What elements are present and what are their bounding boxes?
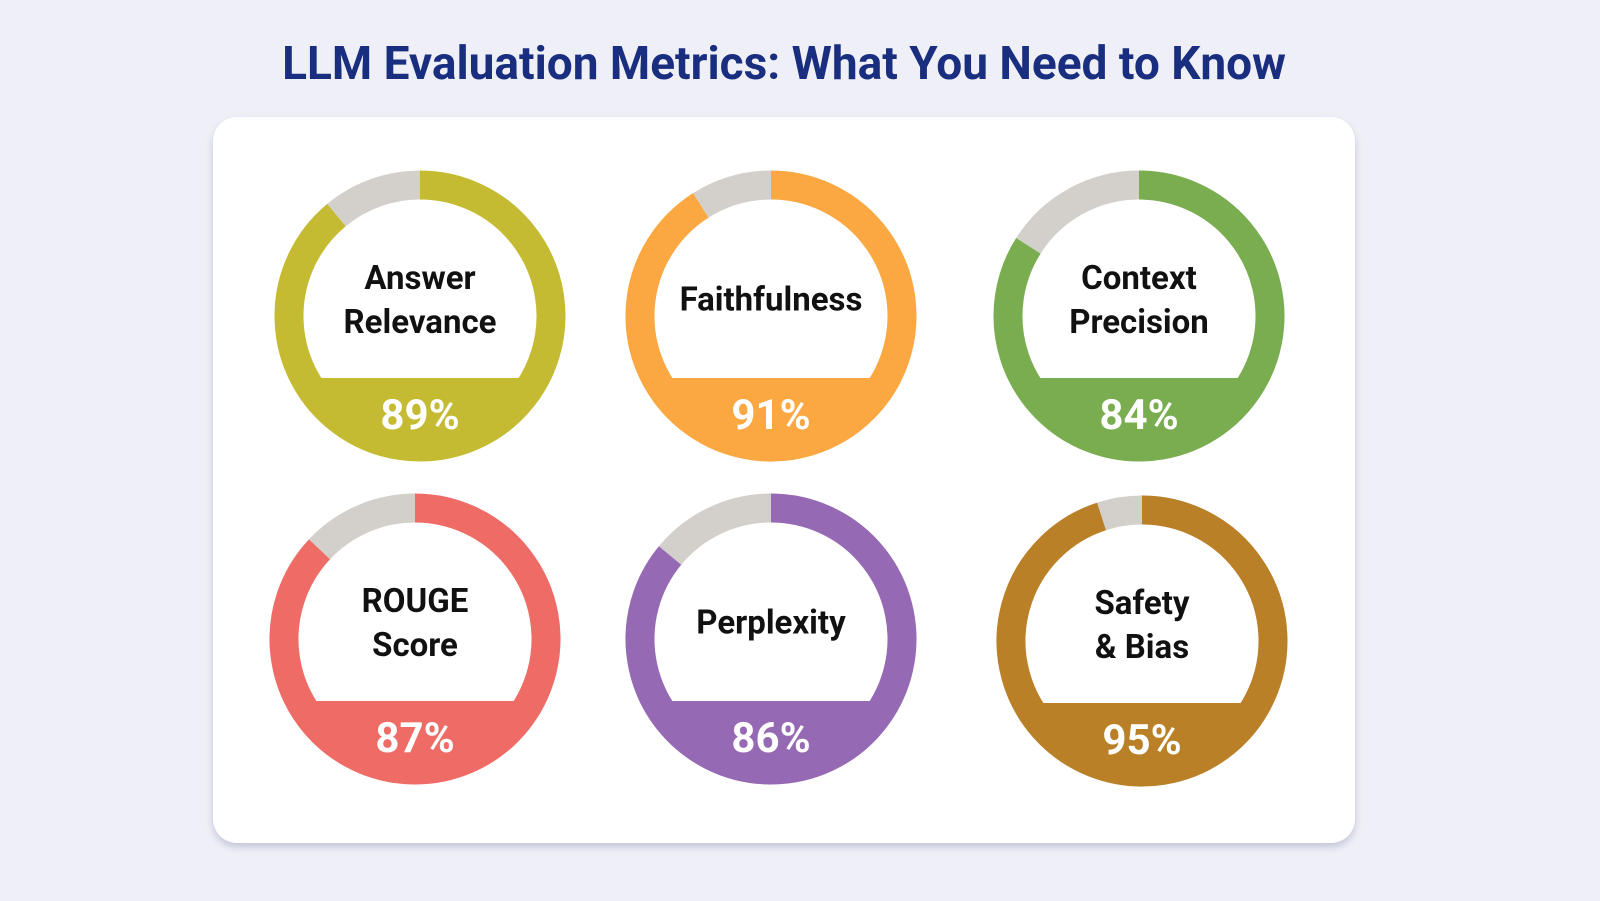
gauge-label: Perplexity [696, 604, 846, 643]
gauge-label: ROUGE Score [362, 582, 469, 665]
card [213, 117, 1355, 843]
gauge-arc [625, 170, 917, 462]
gauge-arc [996, 495, 1288, 787]
gauge-base [670, 701, 872, 758]
gauge-arc [269, 493, 561, 785]
gauge-remainder [1097, 495, 1143, 531]
gauge-remainder [1016, 170, 1140, 254]
gauge-base [670, 378, 872, 435]
gauge-arc [625, 493, 917, 785]
gauge-remainder [658, 493, 772, 566]
gauge-value: 91% [731, 391, 810, 440]
gauge-value: 89% [380, 391, 459, 440]
gauge-label: Faithfulness [680, 281, 863, 320]
gauge-label: Context Precision [1069, 259, 1209, 342]
gauge-value: 87% [375, 714, 454, 763]
gauge-remainder [327, 170, 421, 227]
gauge-remainder [308, 493, 416, 560]
gauge-arc [274, 170, 566, 462]
page-title: LLM Evaluation Metrics: What You Need to… [282, 37, 1286, 91]
gauge-base [319, 378, 521, 434]
gauge-value: 84% [1099, 391, 1178, 440]
gauge-base [314, 701, 516, 757]
gauge-remainder [693, 170, 772, 218]
gauge-base [1041, 703, 1243, 759]
gauge-base [1038, 378, 1240, 434]
gauge-label: Answer Relevance [344, 259, 497, 342]
gauge-arc [993, 170, 1285, 462]
gauge-value: 86% [731, 714, 810, 763]
gauge-value: 95% [1102, 716, 1181, 765]
gauge-label: Safety & Bias [1094, 584, 1189, 667]
